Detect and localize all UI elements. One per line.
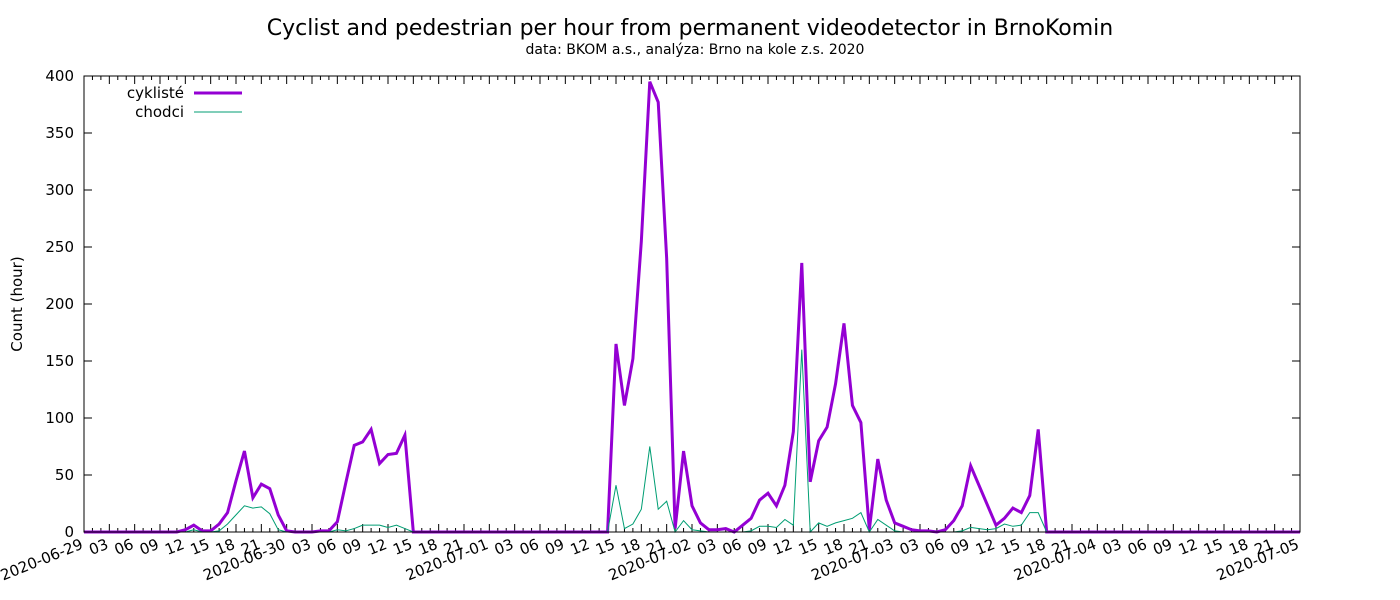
- x-tick-label: 03: [1100, 535, 1124, 559]
- y-tick-label: 150: [45, 352, 74, 370]
- x-tick-label: 2020-06-29: [0, 535, 85, 584]
- x-tick-label: 15: [390, 535, 414, 559]
- x-tick-label: 18: [416, 535, 440, 559]
- x-tick-label: 03: [86, 535, 110, 559]
- x-tick-label: 12: [568, 535, 592, 559]
- x-tick-label: 18: [1024, 535, 1048, 559]
- x-tick-label: 21: [1252, 535, 1276, 559]
- x-tick-label: 06: [1125, 535, 1149, 559]
- x-tick-label: 09: [137, 535, 161, 559]
- y-tick-label: 100: [45, 409, 74, 427]
- x-tick-label: 06: [922, 535, 946, 559]
- x-tick-label: 21: [644, 535, 668, 559]
- y-tick-label: 300: [45, 181, 74, 199]
- x-tick-label: 03: [897, 535, 921, 559]
- x-tick-label: 06: [314, 535, 338, 559]
- x-tick-label: 12: [162, 535, 186, 559]
- x-tick-label: 21: [238, 535, 262, 559]
- chart-subtitle: data: BKOM a.s., analýza: Brno na kole z…: [526, 42, 865, 58]
- x-tick-label: 09: [340, 535, 364, 559]
- x-tick-label: 18: [1226, 535, 1250, 559]
- x-tick-label: 15: [188, 535, 212, 559]
- x-tick-label: 09: [542, 535, 566, 559]
- y-tick-label: 50: [55, 466, 74, 484]
- x-tick-label: 12: [1176, 535, 1200, 559]
- x-tick-label: 15: [1201, 535, 1225, 559]
- x-tick-label: 21: [846, 535, 870, 559]
- y-tick-label: 350: [45, 124, 74, 142]
- legend-label: chodci: [135, 103, 184, 121]
- legend-label: cyklisté: [127, 84, 184, 102]
- x-tick-label: 03: [694, 535, 718, 559]
- x-tick-label: 06: [112, 535, 136, 559]
- y-axis-label: Count (hour): [8, 256, 26, 351]
- x-tick-label: 09: [948, 535, 972, 559]
- x-tick-label: 12: [973, 535, 997, 559]
- plot-frame: [83, 75, 1301, 533]
- x-tick-label: 18: [821, 535, 845, 559]
- chart-title: Cyclist and pedestrian per hour from per…: [267, 16, 1114, 41]
- x-tick-label: 06: [517, 535, 541, 559]
- x-tick-label: 21: [441, 535, 465, 559]
- series-line-1: [84, 81, 1300, 534]
- x-tick-label: 12: [770, 535, 794, 559]
- x-tick-label: 06: [720, 535, 744, 559]
- x-tick-label: 03: [492, 535, 516, 559]
- x-tick-label: 09: [1150, 535, 1174, 559]
- x-tick-label: 18: [213, 535, 237, 559]
- x-tick-label: 15: [593, 535, 617, 559]
- y-tick-label: 200: [45, 295, 74, 313]
- x-tick-label: 18: [618, 535, 642, 559]
- x-tick-label: 21: [1049, 535, 1073, 559]
- series-layer: [84, 81, 1300, 534]
- y-tick-label: 400: [45, 67, 74, 85]
- x-tick-label: 15: [998, 535, 1022, 559]
- y-tick-label: 250: [45, 238, 74, 256]
- x-tick-label: 15: [796, 535, 820, 559]
- y-tick-label: 0: [64, 523, 74, 541]
- x-tick-label: 03: [289, 535, 313, 559]
- x-tick-label: 09: [745, 535, 769, 559]
- x-tick-label: 12: [365, 535, 389, 559]
